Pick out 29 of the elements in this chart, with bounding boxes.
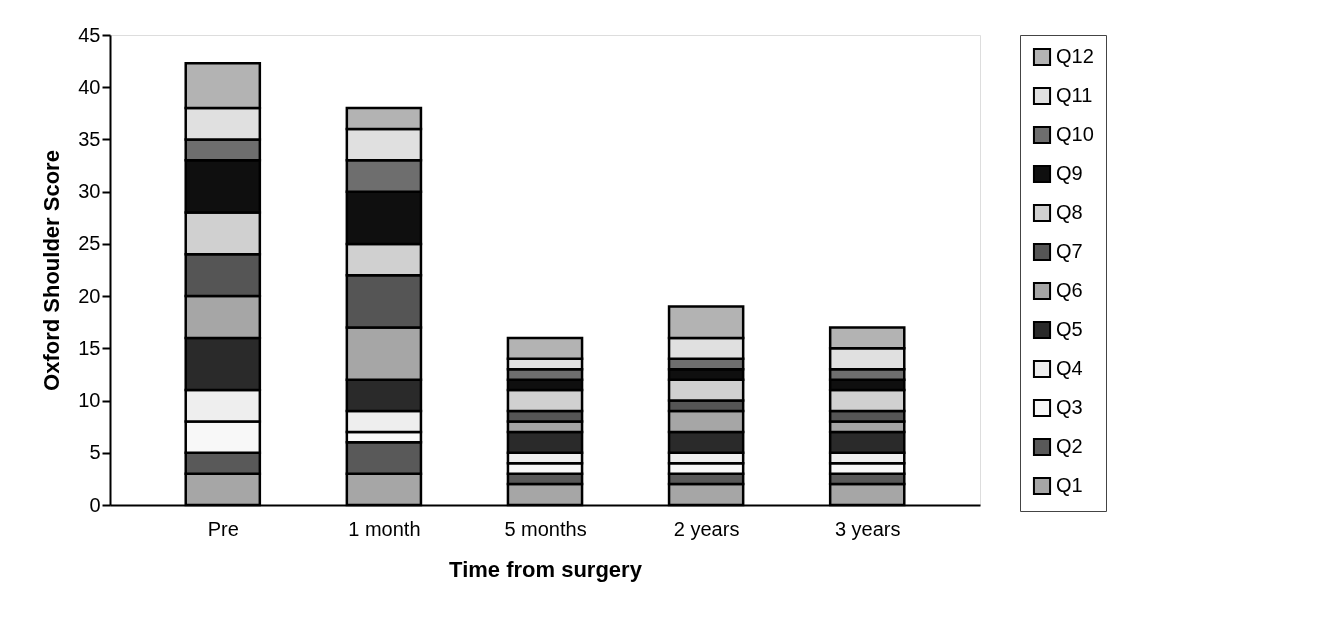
legend-label: Q11 [1056, 84, 1093, 106]
x-tick-label: 2 years [673, 517, 740, 540]
y-axis-title: Oxford Shoulder Score [39, 150, 65, 391]
y-tick-label: 15 [78, 336, 101, 359]
x-tick-label: 5 months [504, 517, 587, 540]
legend-label: Q12 [1056, 45, 1094, 67]
y-tick-label: 35 [78, 127, 101, 150]
y-tick-label: 0 [89, 493, 101, 516]
y-tick-label: 45 [78, 23, 101, 46]
x-tick-label: 1 month [348, 517, 421, 540]
legend-label: Q2 [1056, 435, 1083, 457]
y-tick-label: 30 [78, 180, 101, 203]
y-tick-label: 5 [89, 441, 101, 464]
legend-label: Q9 [1056, 162, 1083, 184]
legend-label: Q3 [1056, 396, 1083, 418]
y-tick-label: 10 [78, 389, 101, 412]
legend-label: Q5 [1056, 318, 1083, 340]
y-tick-label: 25 [78, 232, 101, 255]
legend-label: Q6 [1056, 279, 1083, 301]
legend-label: Q1 [1056, 474, 1083, 496]
legend-label: Q7 [1056, 240, 1083, 262]
legend-label: Q8 [1056, 201, 1083, 223]
x-tick-label: Pre [207, 517, 239, 540]
y-tick-label: 20 [78, 284, 101, 307]
legend-label: Q4 [1056, 357, 1083, 379]
x-axis-title: Time from surgery [449, 556, 643, 582]
legend-label: Q10 [1056, 123, 1094, 145]
x-tick-label: 3 years [834, 517, 901, 540]
y-tick-label: 40 [78, 75, 101, 98]
